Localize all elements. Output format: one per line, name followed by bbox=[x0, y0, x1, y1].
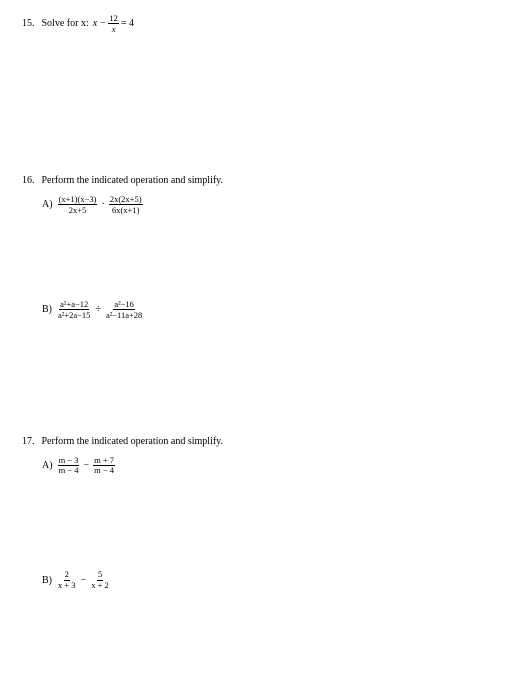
prompt-text: Perform the indicated operation and simp… bbox=[42, 435, 224, 448]
numerator: m − 3 bbox=[58, 456, 80, 466]
numerator: 2 bbox=[64, 570, 70, 580]
prompt-text: Perform the indicated operation and simp… bbox=[42, 174, 224, 187]
numerator: (x+1)(x−3) bbox=[58, 195, 98, 205]
denominator: x bbox=[111, 24, 117, 33]
eq-right: = 4 bbox=[121, 17, 134, 30]
fraction-2: 5 x + 2 bbox=[90, 570, 110, 590]
numerator: m + 7 bbox=[93, 456, 115, 466]
prompt-text: Solve for x: bbox=[42, 17, 89, 30]
subpart-label: A) bbox=[42, 459, 53, 472]
numerator: 2x(2x+5) bbox=[109, 195, 143, 205]
problem-17-prompt: 17. Perform the indicated operation and … bbox=[22, 435, 490, 448]
denominator: m − 4 bbox=[58, 466, 80, 475]
subpart-label: B) bbox=[42, 303, 52, 316]
problem-16-prompt: 16. Perform the indicated operation and … bbox=[22, 174, 490, 187]
numerator: 5 bbox=[97, 570, 103, 580]
problem-16-a: A) (x+1)(x−3) 2x+5 · 2x(2x+5) 6x(x+1) bbox=[42, 195, 490, 215]
denominator: m − 4 bbox=[93, 466, 115, 475]
denominator: 6x(x+1) bbox=[111, 205, 140, 214]
fraction-1: 2 x + 3 bbox=[57, 570, 77, 590]
eq-left: x − bbox=[93, 17, 107, 30]
denominator: 2x+5 bbox=[68, 205, 88, 214]
operator: ÷ bbox=[95, 303, 101, 316]
problem-17-b: B) 2 x + 3 − 5 x + 2 bbox=[42, 570, 490, 590]
problem-16: 16. Perform the indicated operation and … bbox=[22, 174, 490, 320]
fraction-1: (x+1)(x−3) 2x+5 bbox=[58, 195, 98, 215]
expression: 2 x + 3 − 5 x + 2 bbox=[57, 570, 110, 590]
subpart-label: A) bbox=[42, 198, 53, 211]
equation: x − 12 x = 4 bbox=[93, 14, 134, 34]
operator: − bbox=[83, 459, 89, 472]
problem-17-a: A) m − 3 m − 4 − m + 7 m − 4 bbox=[42, 456, 490, 476]
denominator: x + 2 bbox=[90, 581, 110, 590]
fraction-2: m + 7 m − 4 bbox=[93, 456, 115, 476]
numerator: a²−16 bbox=[113, 300, 135, 310]
subpart-label: B) bbox=[42, 574, 52, 587]
fraction-1: m − 3 m − 4 bbox=[58, 456, 80, 476]
expression: m − 3 m − 4 − m + 7 m − 4 bbox=[58, 456, 115, 476]
denominator: a²+2a−15 bbox=[57, 310, 91, 319]
operator: − bbox=[81, 574, 87, 587]
fraction-2: a²−16 a²−11a+28 bbox=[105, 300, 143, 320]
fraction-2: 2x(2x+5) 6x(x+1) bbox=[109, 195, 143, 215]
denominator: x + 3 bbox=[57, 581, 77, 590]
problem-15-prompt: 15. Solve for x: x − 12 x = 4 bbox=[22, 14, 490, 34]
numerator: a²+a−12 bbox=[59, 300, 89, 310]
problem-17: 17. Perform the indicated operation and … bbox=[22, 435, 490, 591]
numerator: 12 bbox=[108, 14, 119, 24]
operator: · bbox=[101, 198, 104, 211]
problem-number: 17. bbox=[22, 435, 35, 448]
expression: (x+1)(x−3) 2x+5 · 2x(2x+5) 6x(x+1) bbox=[58, 195, 143, 215]
page-content: 15. Solve for x: x − 12 x = 4 16. Perfor… bbox=[0, 0, 512, 590]
problem-15: 15. Solve for x: x − 12 x = 4 bbox=[22, 14, 490, 34]
problem-number: 15. bbox=[22, 17, 35, 30]
problem-16-b: B) a²+a−12 a²+2a−15 ÷ a²−16 a²−11a+28 bbox=[42, 300, 490, 320]
expression: a²+a−12 a²+2a−15 ÷ a²−16 a²−11a+28 bbox=[57, 300, 143, 320]
denominator: a²−11a+28 bbox=[105, 310, 143, 319]
fraction: 12 x bbox=[108, 14, 119, 34]
fraction-1: a²+a−12 a²+2a−15 bbox=[57, 300, 91, 320]
problem-number: 16. bbox=[22, 174, 35, 187]
